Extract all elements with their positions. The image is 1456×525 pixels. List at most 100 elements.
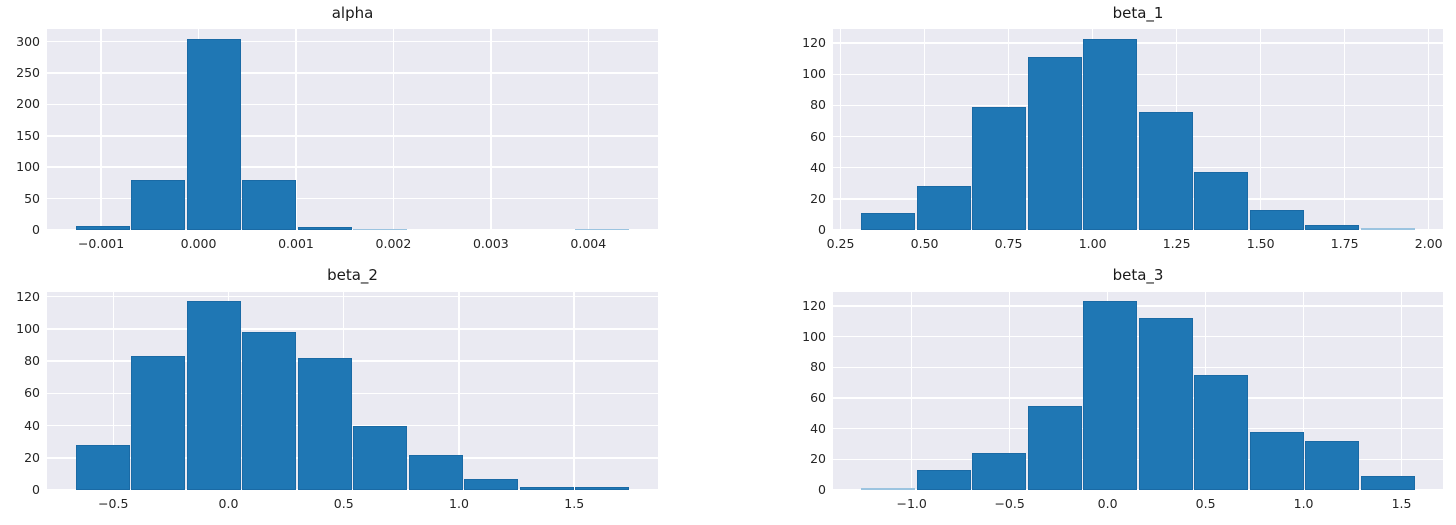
y-tick-label: 60 (810, 390, 826, 405)
x-tick-label: 0.5 (333, 496, 354, 511)
y-tick-label: 80 (810, 359, 826, 375)
histogram-bar (1194, 172, 1249, 230)
histogram-bar (186, 301, 241, 490)
histogram-bar (353, 228, 408, 230)
histogram-bar (1360, 476, 1415, 490)
x-tick-label: 1.5 (1391, 496, 1412, 511)
y-tick-label: 0 (32, 222, 40, 237)
gridline-horizontal (47, 457, 658, 459)
x-tick-label: 0.000 (180, 236, 217, 251)
x-tick-label: 1.0 (449, 496, 469, 511)
gridline-horizontal (833, 335, 1443, 338)
gridline-vertical (587, 29, 590, 230)
gridline-horizontal (47, 135, 658, 137)
x-tick-label: −0.5 (994, 496, 1025, 511)
histogram-bar (75, 444, 130, 490)
histogram-bar (1083, 301, 1138, 490)
gridline-vertical (910, 292, 913, 490)
y-tick-label: 0 (818, 222, 826, 237)
histogram-bar (242, 332, 297, 490)
chart-title-alpha: alpha (331, 4, 374, 22)
histogram-bar (1249, 209, 1304, 230)
x-tick-label: 0.0 (1097, 496, 1118, 511)
y-tick-label: 0 (32, 482, 40, 497)
chart-title-beta-2: beta_2 (327, 266, 378, 284)
histogram-bar (575, 486, 630, 490)
x-tick-label: 1.0 (1293, 496, 1314, 511)
x-tick-label: 0.50 (910, 236, 939, 251)
y-tick-label: 100 (802, 328, 826, 344)
histogram-bar (916, 186, 971, 230)
gridline-vertical (839, 29, 842, 230)
y-tick-label: 40 (24, 417, 40, 433)
y-tick-label: 100 (16, 159, 40, 175)
y-tick-label: 120 (802, 35, 826, 51)
gridline-horizontal (47, 328, 658, 330)
gridline-horizontal (47, 424, 658, 427)
gridline-horizontal (833, 229, 1443, 231)
histogram-bar (519, 486, 574, 490)
x-tick-label: 0.25 (826, 236, 855, 251)
gridline-horizontal (47, 197, 658, 200)
histogram-bar (1360, 228, 1415, 230)
histogram-plot-alpha (47, 29, 658, 231)
x-tick-label: 0.75 (994, 236, 1023, 251)
y-tick-label: 40 (810, 420, 826, 436)
histogram-bar (1138, 318, 1193, 490)
x-tick-label: 1.00 (1078, 236, 1107, 251)
histogram-bar (861, 212, 916, 230)
histogram-bar (1305, 225, 1360, 230)
x-tick-label: 0.0 (218, 496, 239, 511)
x-tick-label: −0.001 (77, 236, 125, 251)
x-tick-label: 1.5 (564, 496, 585, 511)
gridline-horizontal (833, 104, 1443, 107)
gridline-vertical (112, 292, 114, 490)
histogram-bar (297, 357, 352, 490)
gridline-horizontal (833, 458, 1443, 461)
x-tick-label: −0.5 (98, 496, 129, 511)
chart-title-beta-3: beta_3 (1112, 266, 1164, 284)
y-tick-label: 150 (16, 127, 40, 143)
y-tick-label: 80 (24, 353, 40, 369)
histogram-plot-beta-1 (833, 29, 1443, 231)
x-tick-label: 0.004 (570, 236, 607, 251)
gridline-horizontal (47, 40, 658, 43)
histogram-bar (297, 226, 352, 230)
y-tick-label: 0 (818, 482, 826, 497)
gridline-horizontal (833, 135, 1443, 138)
histogram-bar (1249, 431, 1304, 490)
histogram-bar (1305, 440, 1360, 490)
gridline-horizontal (833, 198, 1443, 200)
gridline-horizontal (47, 72, 658, 74)
gridline-vertical (1008, 292, 1011, 490)
gridline-vertical (1400, 292, 1403, 490)
gridline-horizontal (833, 166, 1443, 169)
histogram-bar (1027, 405, 1082, 490)
gridline-vertical (923, 29, 926, 230)
gridline-horizontal (833, 397, 1443, 399)
y-tick-label: 20 (810, 190, 826, 206)
x-tick-label: 0.003 (472, 236, 509, 251)
gridline-horizontal (47, 360, 658, 362)
histogram-bar (242, 179, 297, 230)
y-tick-label: 120 (802, 298, 826, 314)
gridline-vertical (1259, 29, 1262, 230)
histogram-bar (861, 488, 916, 490)
x-tick-label: 1.25 (1162, 236, 1191, 251)
x-tick-label: 2.00 (1414, 236, 1443, 251)
histogram-bar (916, 470, 971, 490)
y-tick-label: 100 (16, 320, 40, 336)
gridline-horizontal (833, 305, 1443, 307)
histogram-bar (972, 107, 1027, 230)
gridline-horizontal (47, 229, 658, 231)
y-tick-label: 20 (24, 449, 40, 465)
y-tick-label: 60 (810, 128, 826, 144)
gridline-horizontal (47, 166, 658, 168)
x-tick-label: −1.0 (896, 496, 927, 511)
histogram-bar (131, 356, 186, 490)
y-tick-label: 300 (16, 33, 40, 49)
histogram-bar (408, 454, 463, 490)
histogram-bar (575, 228, 630, 230)
gridline-horizontal (833, 427, 1443, 430)
